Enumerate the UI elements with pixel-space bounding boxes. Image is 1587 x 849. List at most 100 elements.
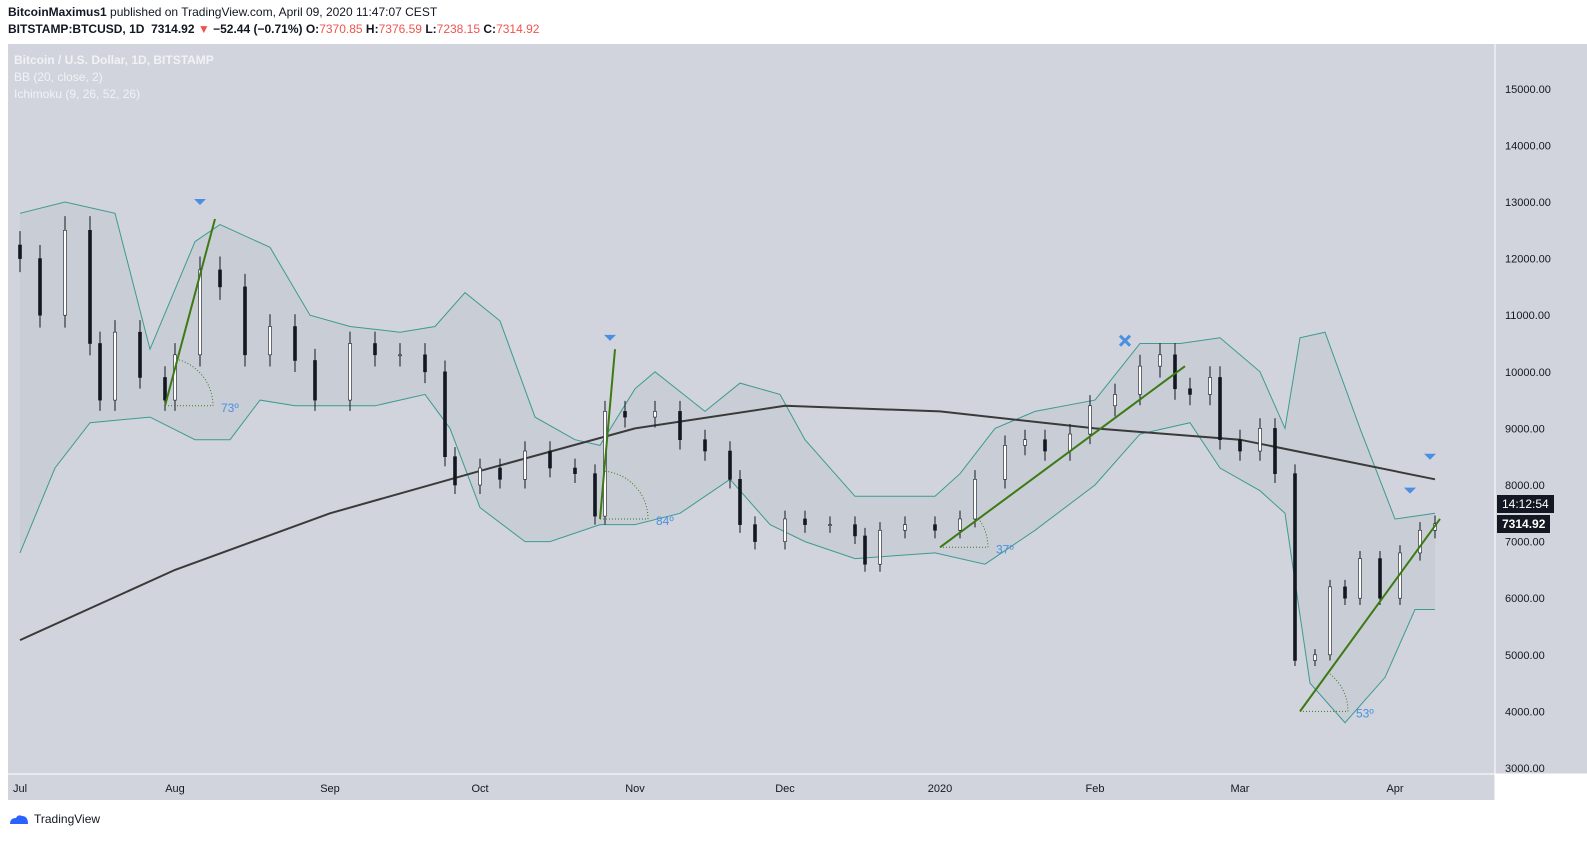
candle-body — [1238, 439, 1242, 452]
cross-marker-icon — [1118, 334, 1132, 347]
candle-body — [243, 286, 247, 356]
symbol: BITSTAMP:BTCUSD, 1D — [8, 22, 145, 36]
candle-body — [113, 331, 117, 401]
candle — [18, 231, 22, 273]
candle-body — [453, 456, 457, 486]
angle-arc — [978, 518, 989, 548]
candle — [138, 320, 142, 389]
tradingview-logo[interactable]: TradingView — [8, 812, 100, 826]
candle-body — [903, 524, 907, 531]
candle-body — [478, 467, 482, 486]
ichimoku-legend[interactable]: Ichimoku (9, 26, 52, 26) — [14, 87, 141, 101]
candle-body — [293, 326, 297, 361]
candle — [1218, 366, 1222, 450]
x-tick-label: Oct — [471, 783, 488, 795]
candle — [38, 245, 42, 328]
candle-body — [1138, 365, 1142, 395]
candle — [1313, 649, 1317, 667]
price-tag: 7314.92 — [1497, 515, 1551, 533]
candle-body — [1293, 473, 1297, 661]
candle — [753, 516, 757, 550]
candle-body — [863, 535, 867, 565]
candle — [1023, 429, 1027, 456]
candle-body — [1218, 377, 1222, 441]
candle — [243, 273, 247, 367]
candle-body — [1068, 433, 1072, 452]
low-value: 7238.15 — [436, 22, 481, 36]
candle-body — [548, 450, 552, 469]
low-label: L: — [425, 22, 437, 36]
candle-body — [1023, 439, 1027, 446]
candle — [653, 400, 657, 428]
candle-body — [1088, 405, 1092, 435]
candle — [1293, 464, 1297, 667]
series-legend[interactable]: Bitcoin / U.S. Dollar, 1D, BITSTAMP — [14, 53, 214, 67]
candle — [373, 331, 377, 367]
candle — [853, 516, 857, 544]
candle-body — [423, 354, 427, 373]
candle — [1043, 429, 1047, 461]
candle-body — [573, 467, 577, 474]
candle-body — [783, 518, 787, 542]
candle — [1328, 579, 1332, 661]
candle — [348, 331, 352, 411]
candle-body — [1313, 654, 1317, 661]
angle-label: 53º — [1356, 706, 1374, 720]
angle-arc — [1327, 672, 1349, 712]
candle-body — [1378, 558, 1382, 599]
x-tick-label: Apr — [1386, 783, 1403, 795]
candle — [1378, 550, 1382, 605]
candle-body — [1208, 377, 1212, 395]
candle — [1418, 522, 1422, 561]
y-tick-label: 10000.00 — [1505, 367, 1551, 379]
y-tick-label: 3000.00 — [1505, 763, 1545, 775]
candle-body — [728, 450, 732, 480]
author[interactable]: BitcoinMaximus1 — [8, 5, 107, 19]
candle-body — [973, 479, 977, 520]
candle-body — [593, 473, 597, 517]
candle-body — [1188, 388, 1192, 395]
candle-body — [498, 467, 502, 480]
candle — [548, 441, 552, 478]
tradingview-cloud-icon — [10, 815, 28, 824]
candle — [828, 516, 832, 533]
candle-body — [1418, 529, 1422, 554]
price-change: −52.44 (−0.71%) — [213, 22, 303, 36]
x-tick-label: Mar — [1231, 783, 1250, 795]
candle — [443, 360, 447, 467]
y-tick-label: 13000.00 — [1505, 197, 1551, 209]
open-label: O: — [305, 22, 320, 36]
candle-body — [163, 377, 167, 401]
candle-body — [1358, 558, 1362, 599]
candle — [623, 400, 627, 428]
publish-info: BitcoinMaximus1 published on TradingView… — [8, 5, 437, 19]
candle-body — [1273, 428, 1277, 474]
trend-line — [599, 349, 616, 520]
y-tick-label: 9000.00 — [1505, 423, 1545, 435]
candle-body — [678, 411, 682, 441]
candle — [1158, 343, 1162, 378]
candle-body — [853, 524, 857, 537]
candle — [678, 400, 682, 450]
high-value: 7376.59 — [378, 22, 422, 36]
candle-body — [1003, 445, 1007, 480]
candle — [1258, 418, 1262, 461]
candle-body — [703, 439, 707, 452]
bb-legend[interactable]: BB (20, close, 2) — [14, 70, 103, 84]
trend-line — [939, 365, 1186, 549]
candle-body — [88, 230, 92, 344]
candle — [803, 510, 807, 533]
angle-label: 73º — [221, 401, 239, 415]
triangle-down-marker-icon — [1424, 453, 1436, 460]
candle — [523, 441, 527, 489]
triangle-down-marker-icon — [1404, 487, 1416, 494]
down-arrow-icon: ▼ — [197, 22, 210, 36]
open-value: 7370.85 — [319, 22, 363, 36]
y-tick-label: 8000.00 — [1505, 480, 1545, 492]
candle-body — [1343, 586, 1347, 599]
candle — [728, 441, 732, 489]
candle-body — [38, 258, 42, 316]
candle — [1138, 354, 1142, 406]
y-tick-label: 4000.00 — [1505, 706, 1545, 718]
